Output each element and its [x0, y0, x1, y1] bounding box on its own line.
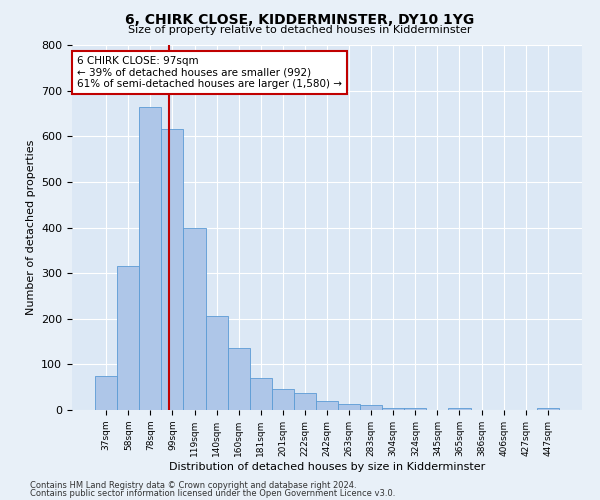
Text: Size of property relative to detached houses in Kidderminster: Size of property relative to detached ho… [128, 25, 472, 35]
Bar [338, 404, 360, 410]
Bar [272, 388, 294, 410]
Text: Contains public sector information licensed under the Open Government Licence v3: Contains public sector information licen… [30, 489, 395, 498]
Bar [95, 376, 117, 410]
Bar [184, 228, 206, 410]
Bar [404, 408, 427, 410]
Bar [382, 408, 404, 410]
Bar [537, 408, 559, 410]
Text: 6, CHIRK CLOSE, KIDDERMINSTER, DY10 1YG: 6, CHIRK CLOSE, KIDDERMINSTER, DY10 1YG [125, 12, 475, 26]
Bar [448, 408, 470, 410]
Bar [227, 348, 250, 410]
Y-axis label: Number of detached properties: Number of detached properties [26, 140, 35, 315]
Text: Contains HM Land Registry data © Crown copyright and database right 2024.: Contains HM Land Registry data © Crown c… [30, 480, 356, 490]
Bar [139, 106, 161, 410]
X-axis label: Distribution of detached houses by size in Kidderminster: Distribution of detached houses by size … [169, 462, 485, 471]
Bar [206, 316, 227, 410]
Bar [250, 378, 272, 410]
Bar [161, 130, 184, 410]
Bar [360, 406, 382, 410]
Bar [117, 266, 139, 410]
Text: 6 CHIRK CLOSE: 97sqm
← 39% of detached houses are smaller (992)
61% of semi-deta: 6 CHIRK CLOSE: 97sqm ← 39% of detached h… [77, 56, 342, 89]
Bar [294, 393, 316, 410]
Bar [316, 401, 338, 410]
